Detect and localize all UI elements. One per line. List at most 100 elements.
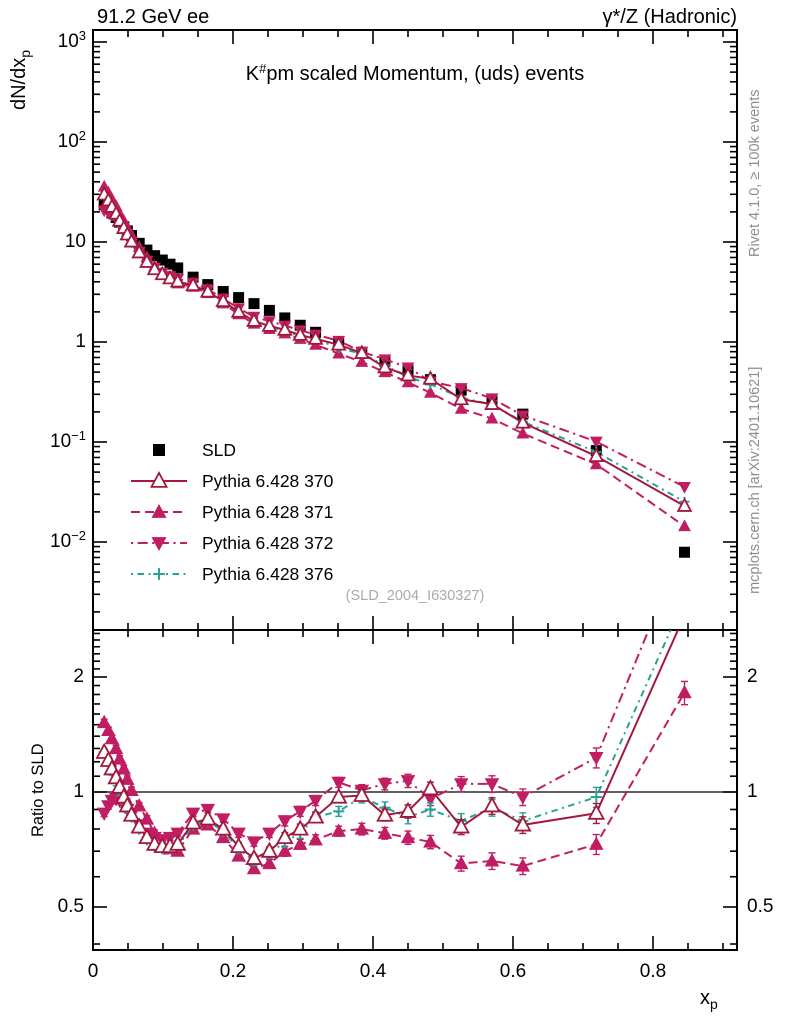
- series-ratio-point: [131, 798, 147, 812]
- series-ratio-point: [376, 805, 394, 822]
- series-ratio-point: [231, 848, 246, 862]
- series-point: [676, 497, 693, 512]
- series-ratio-point: [277, 843, 293, 857]
- legend-item-pythia-6-428-372: Pythia 6.428 372: [130, 531, 333, 555]
- series-point: [589, 436, 603, 449]
- sld-point: [263, 304, 275, 316]
- series-point: [424, 385, 437, 398]
- main-y-tick-label: 102: [57, 127, 86, 152]
- header-process: γ*/Z (Hadronic): [602, 6, 737, 28]
- x-tick-label: 0.4: [359, 961, 387, 982]
- series-ratio-point: [262, 827, 277, 841]
- series-ratio-point: [292, 836, 308, 850]
- main-y-tick-label: 1: [75, 331, 86, 352]
- main-y-tick-label: 10−2: [50, 527, 86, 552]
- ratio-y-tick-label-right: 1: [747, 781, 758, 802]
- x-ticks: [92, 30, 724, 950]
- series-point: [292, 326, 309, 341]
- series-ratio-point: [138, 827, 156, 845]
- series-ratio-point: [587, 803, 606, 820]
- series-point: [484, 395, 500, 410]
- x-tick-label: 0: [87, 961, 99, 982]
- series-ratio-point: [589, 752, 604, 766]
- series-ratio-point: [483, 796, 501, 813]
- series-point: [516, 426, 530, 439]
- series-ratio-point: [452, 817, 470, 834]
- series-point: [169, 272, 186, 288]
- series-ratio-point: [246, 836, 262, 850]
- y-axis-title-main-sub: p: [16, 49, 33, 58]
- series-ratio-point: [184, 813, 202, 830]
- series-point: [485, 411, 499, 424]
- series-pythia-6-428-371-ratio: [96, 680, 692, 876]
- series-ratio-point: [124, 782, 139, 796]
- series-point: [377, 358, 393, 374]
- series-ratio-point: [168, 834, 187, 851]
- series-ratio-point: [229, 836, 248, 854]
- x-axis-title: xp: [700, 988, 718, 1011]
- series-point: [162, 269, 178, 285]
- series-ratio-point: [589, 836, 604, 850]
- legend-glyph: [153, 444, 165, 456]
- series-ratio-point: [199, 809, 217, 826]
- series-ratio-point: [423, 834, 438, 848]
- series-point: [454, 402, 468, 414]
- series-ratio-point: [677, 684, 692, 699]
- panel-frames: [92, 29, 738, 951]
- series-point: [453, 390, 470, 406]
- plot-title-suffix: pm scaled Momentum, (uds) events: [266, 63, 585, 85]
- x-tick-label: 0.8: [639, 961, 667, 982]
- legend-marker-triangle-down-filled: [131, 537, 187, 552]
- series-ratio-point: [515, 858, 531, 872]
- legend-glyph: [151, 537, 167, 552]
- series-ratio-line: [103, 630, 672, 863]
- y-axis-title-main-text: dN/dx: [8, 57, 30, 111]
- x-tick-label: 0.2: [219, 961, 247, 982]
- main-y-tick-label: 10: [64, 231, 86, 252]
- series-point: [154, 265, 171, 281]
- legend-label: Pythia 6.428 370: [202, 470, 334, 491]
- series-point: [422, 370, 439, 385]
- sld-point: [679, 546, 690, 558]
- series-point: [355, 355, 369, 367]
- legend-marker-plus: [131, 568, 187, 580]
- series-ratio-point: [399, 801, 417, 818]
- series-ratio-point: [453, 778, 469, 792]
- series-point: [230, 303, 247, 318]
- series-ratio-point: [515, 791, 531, 805]
- series-ratio-point: [400, 775, 416, 789]
- sld-point: [294, 319, 306, 331]
- series-ratio-point: [122, 805, 141, 822]
- ratio-y-tick-label-right: 2: [747, 666, 758, 687]
- series-ratio-point: [308, 831, 323, 846]
- sld-point: [156, 254, 168, 266]
- series-point: [589, 457, 603, 470]
- sld-point: [172, 262, 184, 274]
- sld-point: [164, 258, 176, 270]
- series-point: [400, 366, 416, 382]
- ratio-y-tick-label-left: 1: [73, 781, 84, 802]
- series-ratio-point: [353, 785, 371, 802]
- series-ratio-point: [331, 823, 346, 837]
- series-ratio-point: [329, 787, 348, 804]
- series-point: [123, 232, 140, 248]
- series-point: [588, 447, 605, 463]
- series-ratio-point: [277, 815, 293, 829]
- ratio-y-ticks: [93, 632, 737, 945]
- sld-point: [248, 298, 260, 310]
- legend-marker-triangle-up-open: [131, 471, 187, 488]
- series-ratio-point: [130, 817, 148, 834]
- series-ratio-point: [308, 794, 323, 809]
- series-ratio-point: [291, 819, 309, 836]
- series-point: [678, 481, 691, 494]
- series-ratio-point: [108, 740, 124, 755]
- series-pythia-6-428-370-main: [96, 185, 693, 512]
- sld-point: [141, 244, 153, 256]
- series-ratio-point: [170, 827, 185, 841]
- ratio-y-tick-label-left: 2: [73, 666, 84, 687]
- series-point: [276, 321, 293, 336]
- header-beam-energy: 91.2 GeV ee: [97, 6, 210, 28]
- series-point: [454, 383, 468, 395]
- legend-label: SLD: [202, 439, 237, 460]
